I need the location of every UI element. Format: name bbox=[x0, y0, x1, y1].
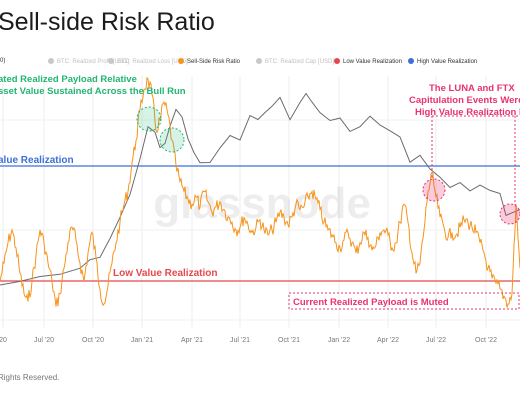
legend-dot-icon bbox=[334, 58, 340, 64]
legend-dot-icon bbox=[178, 58, 184, 64]
legend-item[interactable]: BTC: Realized Cap [USD] bbox=[256, 58, 334, 65]
current-label-box bbox=[288, 292, 520, 310]
legend-dot-icon bbox=[408, 58, 414, 64]
price-line bbox=[0, 92, 520, 286]
annotation-connector bbox=[431, 115, 520, 205]
legend-item[interactable]: BTC: Realized Profit [USD] bbox=[48, 58, 129, 65]
x-tick-label: Jul '21 bbox=[230, 337, 250, 344]
x-tick-label: Oct '21 bbox=[278, 337, 300, 344]
x-tick-label: Jul '20 bbox=[34, 337, 54, 344]
legend-dot-icon bbox=[108, 58, 114, 64]
legend-label: 0) bbox=[0, 58, 6, 64]
annotation-green-line-1: ated Realized Payload Relative bbox=[0, 74, 137, 85]
legend: 0) BTC: Realized Profit [USD] BTC: Realize… bbox=[0, 58, 520, 70]
x-tick-label: Apr '22 bbox=[377, 337, 399, 344]
x-tick-label: 20 bbox=[0, 337, 7, 344]
highlight-circle-green bbox=[159, 127, 185, 153]
x-tick-label: Oct '22 bbox=[475, 337, 497, 344]
legend-label: Sell-Side Risk Ratio bbox=[187, 59, 241, 65]
x-tick-label: Jan '21 bbox=[131, 337, 153, 344]
legend-item[interactable]: High Value Realization bbox=[408, 58, 477, 65]
legend-item[interactable]: Sell-Side Risk Ratio bbox=[178, 58, 240, 65]
footer-copyright: Rights Reserved. bbox=[0, 373, 60, 382]
x-tick-label: Oct '20 bbox=[82, 337, 104, 344]
annotation-green-line-2: sset Value Sustained Across the Bull Run bbox=[0, 86, 186, 97]
high-value-label: alue Realization bbox=[0, 155, 74, 166]
x-tick-label: Apr '21 bbox=[181, 337, 203, 344]
annotation-pink-line-1: The LUNA and FTX bbox=[429, 83, 515, 94]
low-value-label: Low Value Realization bbox=[113, 268, 217, 279]
x-tick-label: Jul '22 bbox=[426, 337, 446, 344]
x-tick-label: Jan '22 bbox=[328, 337, 350, 344]
highlight-circle-pink bbox=[499, 203, 520, 225]
legend-label: High Value Realization bbox=[417, 59, 478, 65]
highlight-circle-pink bbox=[422, 178, 446, 202]
legend-label: BTC: Realized Cap [USD] bbox=[265, 59, 335, 65]
legend-label: Low Value Realization bbox=[343, 59, 402, 65]
legend-label: BTC: Realized Profit [USD] bbox=[57, 59, 130, 65]
annotation-pink-line-2: Capitulation Events Were bbox=[409, 95, 520, 106]
chart-title: Sell-side Risk Ratio bbox=[0, 8, 215, 36]
legend-dot-icon bbox=[256, 58, 262, 64]
legend-dot-icon bbox=[48, 58, 54, 64]
highlight-circle-green bbox=[136, 106, 162, 132]
legend-label: BTC: Realized Loss [USD] bbox=[117, 59, 188, 65]
annotation-pink-line-3: High Value Realization Ev bbox=[415, 107, 520, 118]
x-axis: 20 Jul '20 Oct '20 Jan '21 Apr '21 Jul '21 Oct… bbox=[0, 337, 497, 344]
current-payload-label: Current Realized Payload is Muted bbox=[293, 297, 449, 308]
legend-item[interactable]: BTC: Realized Loss [USD] bbox=[108, 58, 188, 65]
ratio-line bbox=[0, 76, 520, 308]
legend-item[interactable]: 0) bbox=[0, 58, 5, 64]
legend-item[interactable]: Low Value Realization bbox=[334, 58, 402, 65]
watermark: glassnode bbox=[153, 179, 371, 228]
